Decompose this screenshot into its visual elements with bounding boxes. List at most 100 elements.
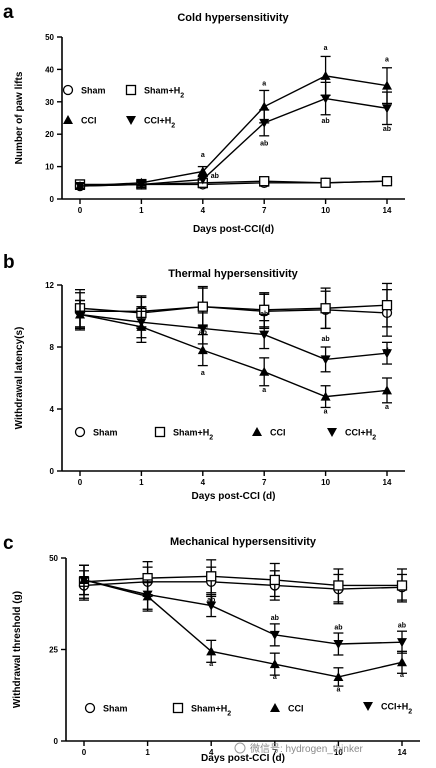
x-tick-label: 1 bbox=[139, 478, 144, 487]
legend: Sham Sham+H2 CCI CCI+H2 bbox=[74, 426, 376, 442]
data-point bbox=[320, 94, 331, 104]
data-point bbox=[136, 318, 147, 328]
data-point bbox=[320, 177, 331, 188]
series-line bbox=[83, 575, 402, 587]
y-tick-label: 10 bbox=[45, 163, 54, 172]
x-axis-label: Days post-CCI (d) bbox=[201, 753, 285, 764]
legend-marker bbox=[252, 427, 262, 436]
data-point bbox=[197, 301, 208, 312]
data-point bbox=[382, 349, 392, 359]
significance-annotation: ab bbox=[271, 615, 279, 622]
significance-annotation: ab bbox=[334, 624, 342, 631]
x-tick-label: 10 bbox=[321, 206, 330, 215]
significance-annotation: ab bbox=[398, 623, 406, 630]
data-point bbox=[269, 574, 280, 586]
series-sham-plus-h2 bbox=[74, 176, 393, 190]
significance-annotation: ab bbox=[207, 597, 215, 604]
series-cci-plus-h2 bbox=[75, 81, 392, 192]
panel-letter-a: a bbox=[3, 2, 14, 23]
series-line bbox=[83, 579, 403, 678]
legend: Sham Sham+H2 CCI CCI+H2 bbox=[84, 702, 412, 717]
data-point bbox=[197, 166, 208, 176]
significance-annotation: a bbox=[262, 81, 266, 88]
significance-annotation: ab bbox=[322, 118, 330, 125]
legend-label: Sham bbox=[93, 428, 118, 438]
x-tick-label: 1 bbox=[139, 206, 144, 215]
x-tick-label: 0 bbox=[82, 748, 87, 757]
data-point bbox=[382, 385, 392, 395]
x-tick-label: 1 bbox=[145, 748, 150, 757]
legend-label: Sham bbox=[103, 704, 128, 714]
y-tick-label: 25 bbox=[49, 646, 58, 655]
data-point bbox=[197, 175, 208, 185]
data-point bbox=[259, 366, 270, 376]
significance-annotation: a bbox=[336, 687, 340, 694]
series-cci-plus-h2 bbox=[79, 564, 407, 656]
significance-annotation: ab bbox=[199, 330, 207, 337]
watermark-icon bbox=[234, 742, 246, 754]
significance-annotation: a bbox=[262, 387, 266, 394]
x-tick-label: 0 bbox=[78, 478, 83, 487]
y-tick-label: 50 bbox=[49, 554, 58, 563]
legend-label: CCI+H2 bbox=[381, 702, 412, 716]
data-point bbox=[382, 80, 392, 90]
panel-letter-c: c bbox=[3, 533, 14, 554]
panel-letter-b: b bbox=[3, 252, 15, 273]
legend-label: Sham+H2 bbox=[144, 86, 184, 100]
data-point bbox=[381, 176, 393, 187]
legend-marker bbox=[363, 702, 373, 711]
significance-annotation: ab bbox=[260, 141, 268, 148]
data-point bbox=[206, 646, 217, 656]
y-tick-label: 30 bbox=[45, 98, 54, 107]
data-point bbox=[142, 590, 153, 600]
x-tick-label: 10 bbox=[321, 478, 330, 487]
significance-annotation: a bbox=[400, 672, 404, 679]
chart-title: Cold hypersensitivity bbox=[177, 12, 289, 24]
legend-marker bbox=[154, 426, 166, 438]
legend-label: CCI bbox=[288, 704, 304, 714]
significance-annotation: ab bbox=[211, 173, 219, 180]
legend-label: CCI bbox=[81, 116, 97, 126]
legend-marker bbox=[126, 116, 136, 125]
series-line bbox=[83, 579, 403, 645]
legend-marker bbox=[270, 703, 280, 712]
y-tick-label: 12 bbox=[45, 281, 54, 290]
legend-marker bbox=[62, 84, 74, 96]
x-tick-label: 14 bbox=[398, 748, 407, 757]
series-line bbox=[80, 305, 388, 314]
data-point bbox=[197, 345, 208, 355]
data-point bbox=[333, 671, 344, 681]
series-cci bbox=[75, 299, 392, 409]
chart-title: Mechanical hypersensitivity bbox=[170, 536, 317, 548]
y-tick-label: 0 bbox=[54, 737, 59, 746]
watermark: 微信号: hydrogen_thinker bbox=[234, 742, 364, 755]
series-sham-plus-h2 bbox=[78, 559, 408, 603]
significance-annotation: ab bbox=[322, 336, 330, 343]
x-tick-label: 4 bbox=[201, 206, 206, 215]
legend-marker bbox=[172, 702, 184, 714]
significance-annotation: a bbox=[273, 674, 277, 681]
x-axis-label: Days post-CCI(d) bbox=[193, 224, 274, 235]
significance-annotation: a bbox=[324, 45, 328, 52]
y-tick-label: 0 bbox=[50, 195, 55, 204]
data-point bbox=[75, 182, 85, 192]
data-point bbox=[320, 355, 331, 365]
y-axis-label: Withdrawal latency(s) bbox=[14, 327, 25, 430]
data-point bbox=[259, 118, 270, 128]
significance-annotation: a bbox=[201, 370, 205, 377]
significance-annotation: a bbox=[201, 152, 205, 159]
x-tick-label: 4 bbox=[209, 748, 214, 757]
y-tick-label: 50 bbox=[45, 33, 54, 42]
x-tick-label: 0 bbox=[78, 206, 83, 215]
legend-label: CCI+H2 bbox=[144, 116, 175, 130]
data-point bbox=[259, 330, 270, 340]
data-point bbox=[75, 310, 85, 320]
data-point bbox=[79, 575, 89, 585]
y-tick-label: 20 bbox=[45, 130, 54, 139]
data-point bbox=[333, 640, 344, 650]
legend-label: CCI+H2 bbox=[345, 428, 376, 442]
